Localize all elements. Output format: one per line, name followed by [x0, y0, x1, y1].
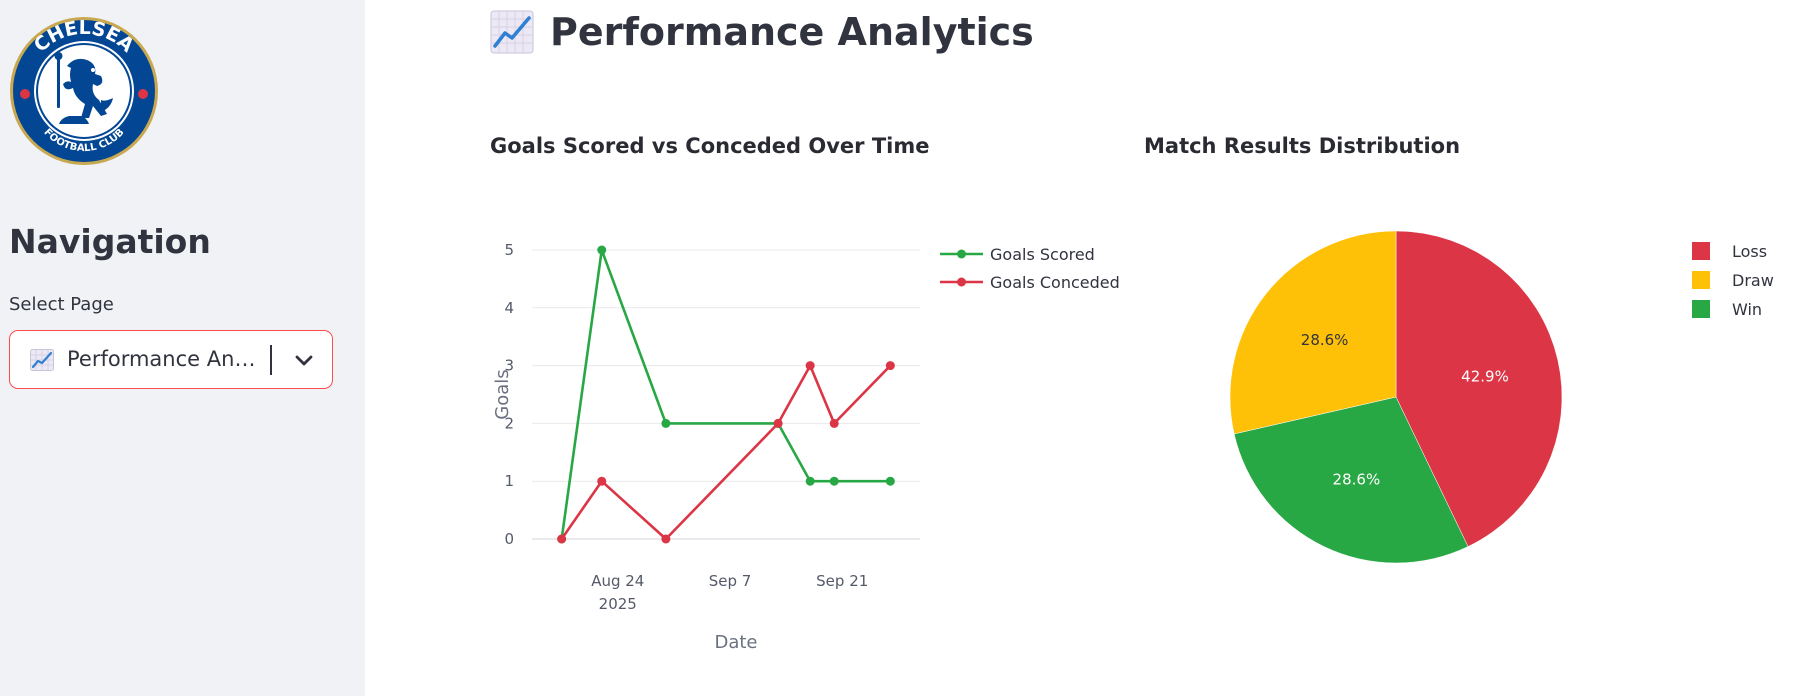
data-point	[885, 361, 895, 371]
data-point	[829, 418, 839, 428]
y-tick-label: 0	[504, 530, 514, 548]
legend-marker	[957, 249, 966, 259]
chevron-down-icon[interactable]	[292, 350, 316, 372]
x-tick-label: Sep 7	[709, 572, 752, 590]
legend-swatch	[1692, 300, 1710, 318]
legend-label: Draw	[1732, 271, 1774, 290]
chart-increasing-icon	[30, 349, 54, 371]
chelsea-logo: CHELSEA FOOTBALL CLUB	[10, 17, 158, 165]
y-tick-label: 4	[504, 299, 514, 317]
pie-slice-win	[1233, 396, 1469, 564]
page-select[interactable]: Performance Analytics	[9, 330, 333, 389]
data-point	[597, 245, 607, 255]
x-tick-label: Sep 21	[816, 572, 868, 590]
legend-label: Loss	[1732, 242, 1767, 261]
legend-marker	[957, 277, 966, 287]
page-title: Performance Analytics	[550, 10, 1034, 54]
data-point	[661, 418, 671, 428]
legend-label: Goals Scored	[990, 245, 1095, 264]
data-point	[597, 476, 607, 486]
pie-slice-label: 42.9%	[1461, 368, 1509, 386]
pie-slice-label: 28.6%	[1301, 331, 1349, 349]
data-point	[885, 476, 895, 486]
text-cursor	[270, 345, 272, 375]
legend-label: Win	[1732, 300, 1762, 319]
sidebar: CHELSEA FOOTBALL CLUB Navigation Select …	[0, 0, 365, 696]
x-tick-sublabel: 2025	[599, 595, 637, 613]
pie-slice-label: 28.6%	[1333, 470, 1381, 488]
data-point	[661, 534, 671, 544]
data-point	[805, 361, 815, 371]
x-axis-title: Date	[714, 632, 757, 653]
legend-label: Goals Conceded	[990, 273, 1120, 292]
data-point	[557, 534, 567, 544]
goals-line-chart: 0 1 2 3 4 5 Aug 24 2025 Sep 7 Sep 21 Date Goals Goal…	[492, 241, 1120, 653]
y-tick-label: 3	[504, 357, 514, 375]
data-point	[773, 418, 783, 428]
legend-swatch	[1692, 242, 1710, 260]
y-tick-label: 2	[504, 414, 514, 432]
legend-swatch	[1692, 271, 1710, 289]
results-pie-chart: 42.9% 28.6% 28.6% Loss Draw Win	[1229, 230, 1774, 564]
x-tick-label: Aug 24	[591, 572, 644, 590]
selected-page-value: Performance Analytics	[67, 347, 267, 371]
series-line	[560, 248, 891, 540]
pie-chart-title: Match Results Distribution	[1144, 134, 1461, 158]
select-page-label: Select Page	[9, 294, 114, 315]
series-line	[560, 364, 892, 541]
data-point	[805, 476, 815, 486]
chart-increasing-icon	[490, 10, 534, 54]
pie-slice-draw	[1229, 230, 1397, 435]
line-chart-title: Goals Scored vs Conceded Over Time	[490, 134, 930, 158]
y-tick-label: 1	[504, 472, 514, 490]
y-tick-label: 5	[504, 241, 514, 259]
navigation-title: Navigation	[9, 222, 211, 261]
y-axis-title: Goals	[492, 369, 513, 419]
data-point	[829, 476, 839, 486]
pie-slice-loss	[1395, 230, 1563, 547]
